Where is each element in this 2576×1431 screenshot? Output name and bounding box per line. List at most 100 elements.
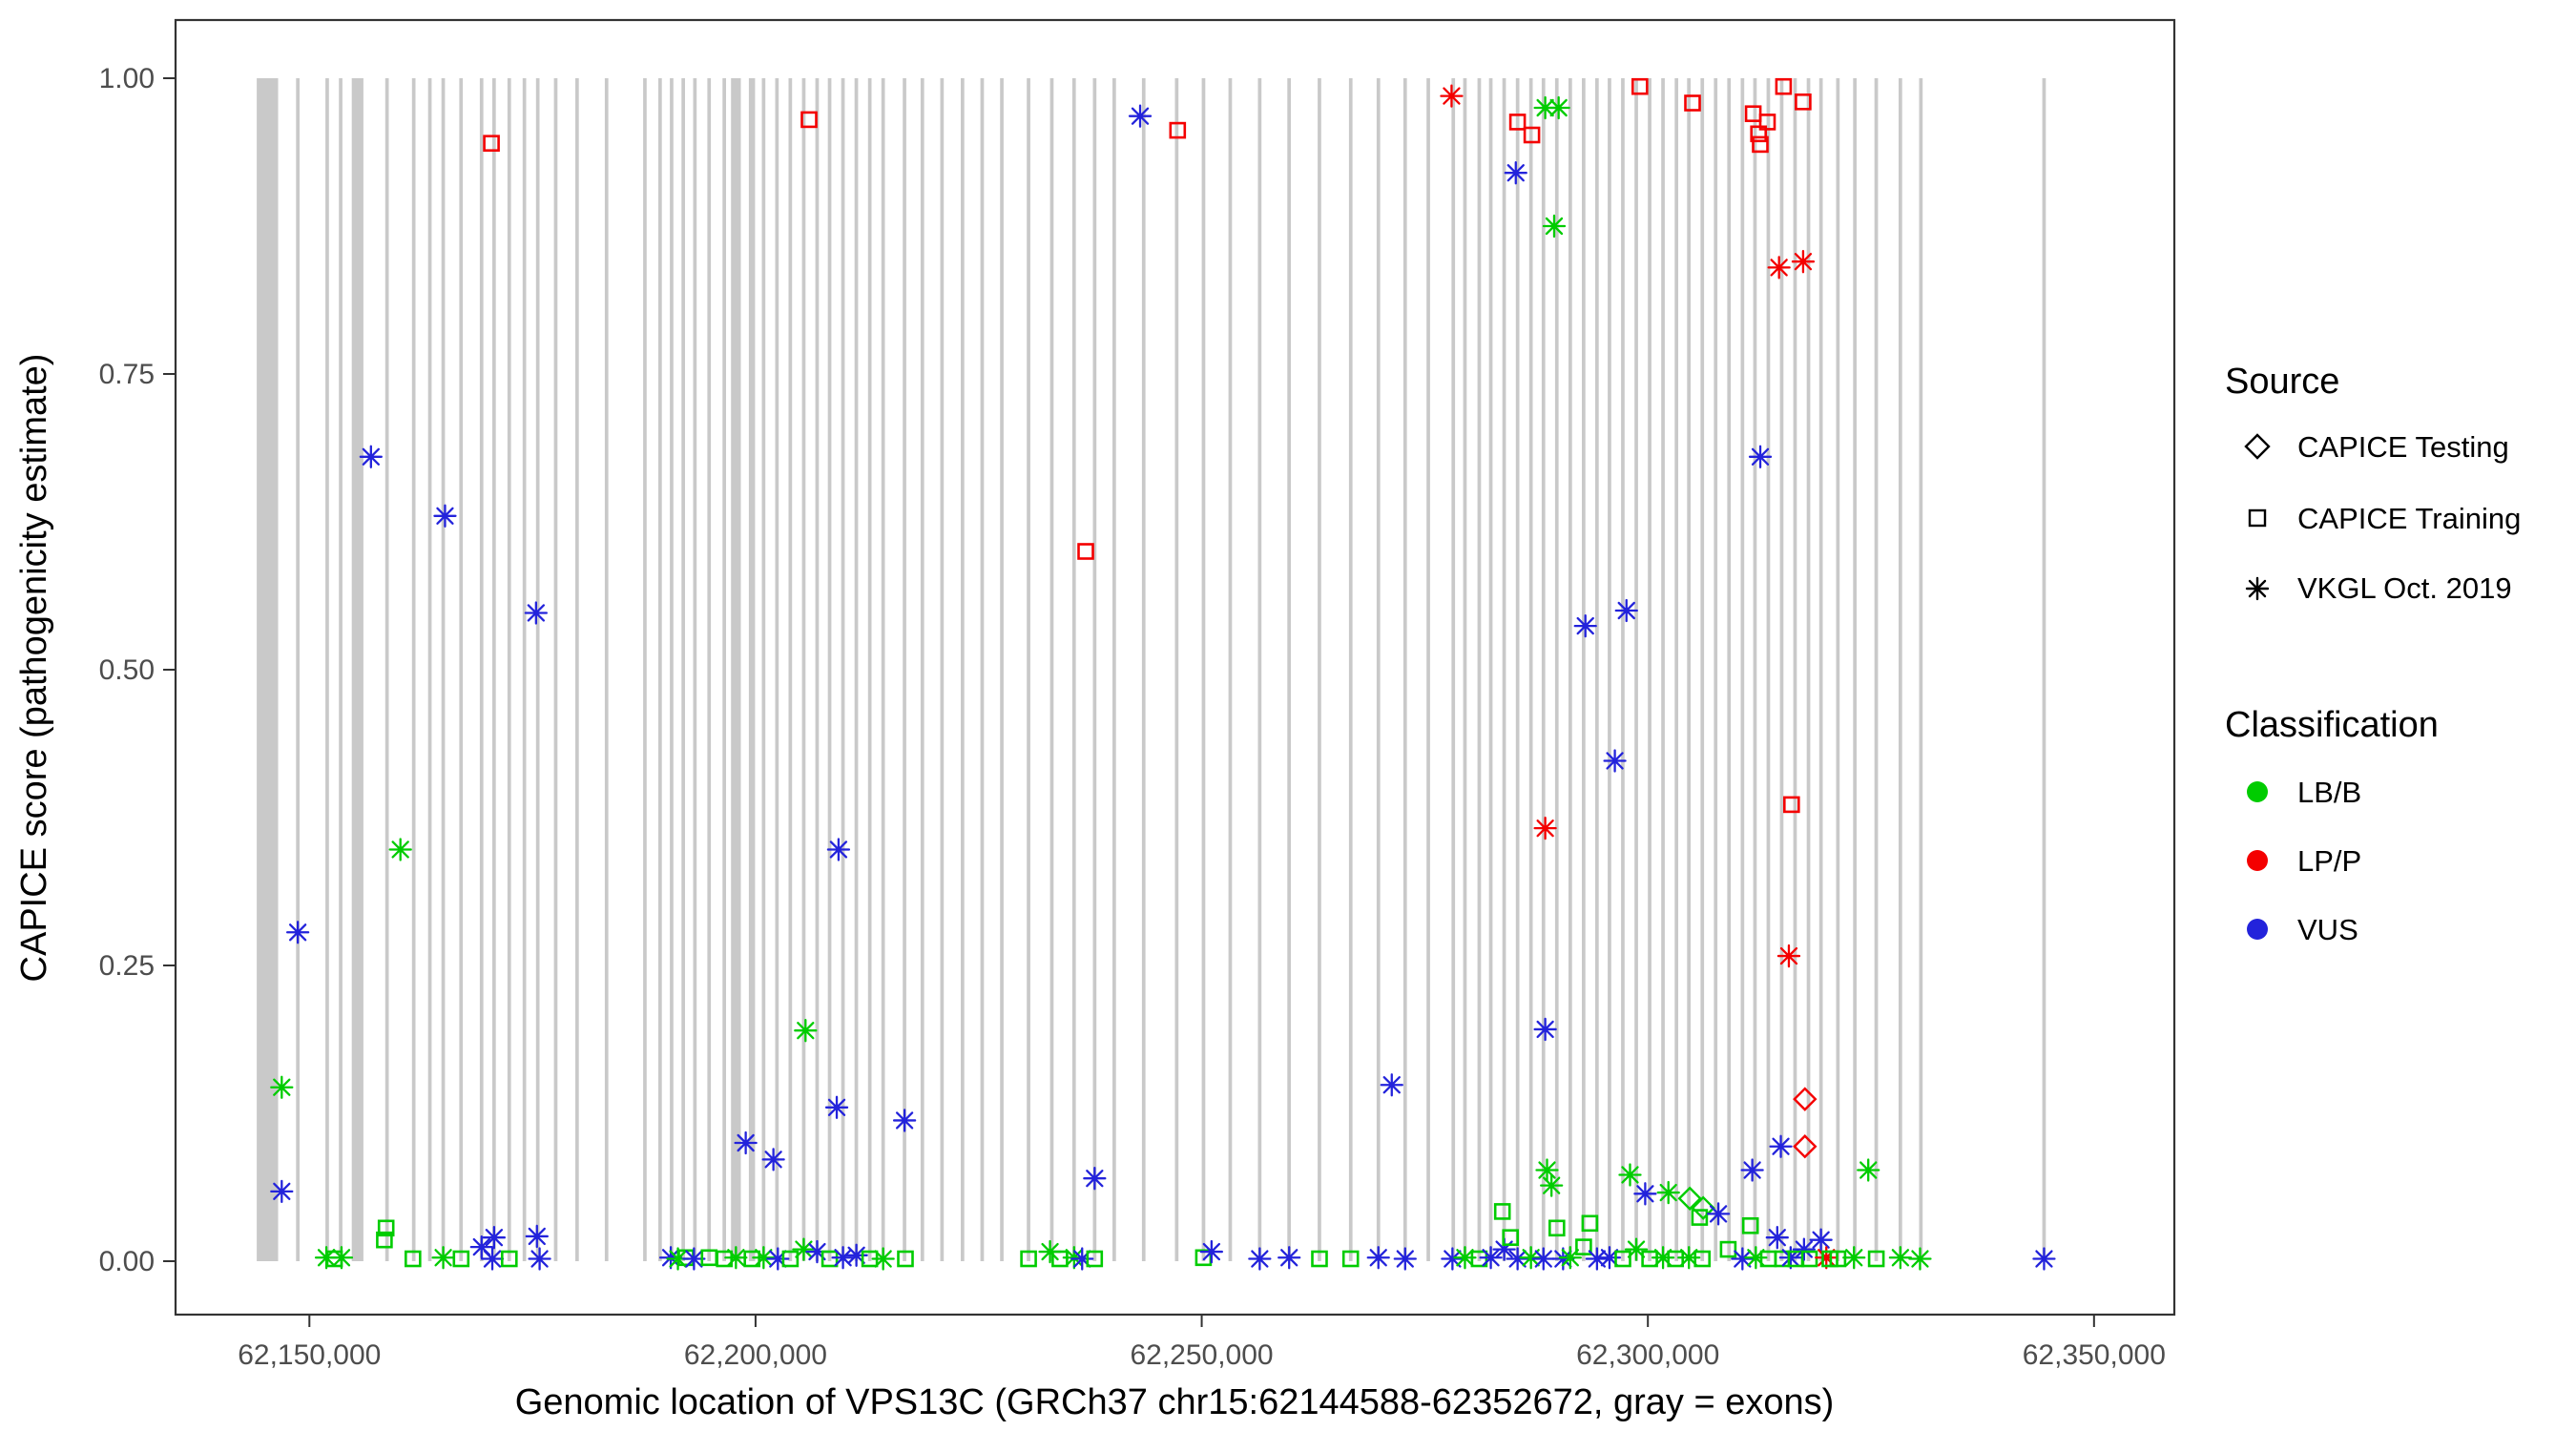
- exon-band: [903, 78, 906, 1261]
- exon-band: [1818, 78, 1823, 1261]
- data-point: VKGL Oct. 2019 / LB/B: [1062, 1246, 1086, 1270]
- data-point: VKGL Oct. 2019 / VUS: [892, 1109, 917, 1132]
- data-point: VKGL Oct. 2019 / VUS: [1603, 749, 1627, 773]
- exon-band: [604, 78, 609, 1261]
- y-tick-label: 1.00: [99, 63, 155, 94]
- data-point: VKGL Oct. 2019 / LB/B: [1651, 1246, 1675, 1270]
- data-point: CAPICE Training / LB/B: [1800, 1250, 1818, 1268]
- data-point: VKGL Oct. 2019 / VUS: [658, 1246, 683, 1270]
- data-point: CAPICE Testing / LP/P: [1793, 1134, 1818, 1159]
- exon-band: [1528, 78, 1533, 1261]
- exon-band: [775, 78, 779, 1261]
- data-point: VKGL Oct. 2019 / LP/P: [1776, 944, 1801, 968]
- exon-band: [1740, 78, 1745, 1261]
- data-point: CAPICE Training / LP/P: [1631, 77, 1649, 95]
- data-point: VKGL Oct. 2019 / VUS: [1366, 1246, 1390, 1270]
- data-point: VKGL Oct. 2019 / VUS: [1765, 1226, 1789, 1250]
- data-point: CAPICE Training / LB/B: [500, 1250, 518, 1268]
- data-point: CAPICE Training / LB/B: [716, 1250, 734, 1268]
- data-point: VKGL Oct. 2019 / LB/B: [1677, 1246, 1701, 1270]
- exon-band: [1318, 78, 1321, 1261]
- plot-panel-border: [174, 18, 2176, 1317]
- data-point: VKGL Oct. 2019 / VUS: [1070, 1247, 1094, 1271]
- exon-band: [1554, 78, 1559, 1261]
- y-tick-label: 0.25: [99, 950, 155, 982]
- asterisk-icon: [2245, 576, 2270, 601]
- data-point: VKGL Oct. 2019 / VUS: [1614, 598, 1638, 623]
- data-point: CAPICE Training / LB/B: [1581, 1214, 1599, 1233]
- exon-band: [1348, 78, 1353, 1261]
- x-tick-label: 62,200,000: [684, 1339, 827, 1371]
- data-point: CAPICE Training / LP/P: [1508, 114, 1527, 131]
- data-point: VKGL Oct. 2019 / VUS: [1778, 1246, 1802, 1270]
- legend-classification-title: Classification: [2225, 705, 2439, 745]
- data-point: VKGL Oct. 2019 / VUS: [480, 1247, 505, 1271]
- data-point: VKGL Oct. 2019 / VUS: [1573, 613, 1597, 638]
- data-point: VKGL Oct. 2019 / VUS: [1278, 1246, 1301, 1270]
- exon-band: [1753, 78, 1757, 1261]
- exon-band: [1092, 78, 1097, 1261]
- data-point: VKGL Oct. 2019 / VUS: [524, 601, 548, 625]
- data-point: CAPICE Training / LB/B: [452, 1250, 470, 1268]
- exon-band: [1621, 78, 1625, 1261]
- x-tick-label: 62,300,000: [1576, 1339, 1719, 1371]
- exon-band: [1477, 78, 1482, 1261]
- data-point: CAPICE Training / LP/P: [1758, 114, 1776, 131]
- exon-band: [1451, 78, 1456, 1261]
- data-point: VKGL Oct. 2019 / VUS: [826, 838, 851, 861]
- data-point: VKGL Oct. 2019 / VUS: [1479, 1246, 1503, 1270]
- exon-band: [1376, 78, 1381, 1261]
- data-point: VKGL Oct. 2019 / VUS: [1740, 1158, 1764, 1182]
- data-point: VKGL Oct. 2019 / LB/B: [1547, 95, 1570, 120]
- data-point: VKGL Oct. 2019 / VUS: [1633, 1182, 1657, 1206]
- exon-band: [535, 78, 540, 1261]
- data-point: VKGL Oct. 2019 / LP/P: [1815, 1246, 1839, 1270]
- data-point: CAPICE Training / LB/B: [1548, 1219, 1566, 1237]
- exon-band: [1582, 78, 1586, 1261]
- data-point: VKGL Oct. 2019 / LB/B: [1542, 214, 1567, 238]
- exon-band: [681, 78, 685, 1261]
- data-point: VKGL Oct. 2019 / VUS: [1769, 1134, 1793, 1158]
- data-point: VKGL Oct. 2019 / LB/B: [329, 1246, 354, 1270]
- y-tick-label: 0.00: [99, 1246, 155, 1277]
- exon-band: [1608, 78, 1611, 1261]
- data-point: VKGL Oct. 2019 / VUS: [270, 1179, 294, 1203]
- exon-band: [867, 78, 872, 1261]
- data-points-layer: CAPICE Training / LP/P CAPICE Training / …: [270, 77, 2056, 1271]
- exon-band: [1000, 78, 1004, 1261]
- legend-source-title: Source: [2225, 362, 2339, 402]
- exon-band: [815, 78, 820, 1261]
- exon-band: [1568, 78, 1572, 1261]
- exon-band: [920, 78, 924, 1261]
- exon-band: [492, 78, 496, 1261]
- exon-band: [940, 78, 945, 1261]
- exon-band: [427, 78, 432, 1261]
- data-point: CAPICE Training / LB/B: [821, 1250, 839, 1268]
- data-point: CAPICE Training / LB/B: [1614, 1250, 1631, 1268]
- exon-band: [1515, 78, 1520, 1261]
- exon-band: [1027, 78, 1030, 1261]
- data-point: VKGL Oct. 2019 / LB/B: [270, 1075, 294, 1099]
- data-point: VKGL Oct. 2019 / LB/B: [724, 1246, 748, 1270]
- data-point: VKGL Oct. 2019 / LB/B: [1744, 1246, 1768, 1270]
- exon-band: [1228, 78, 1233, 1261]
- exon-band: [1853, 78, 1857, 1261]
- legend-item-lpp: LP/P: [2297, 844, 2361, 878]
- data-point: VKGL Oct. 2019 / VUS: [1083, 1167, 1107, 1191]
- data-point: VKGL Oct. 2019 / LP/P: [1533, 817, 1557, 840]
- data-point: VKGL Oct. 2019 / VUS: [1597, 1246, 1622, 1270]
- data-point: CAPICE Training / LB/B: [1086, 1250, 1104, 1268]
- data-point: VKGL Oct. 2019 / VUS: [482, 1226, 507, 1250]
- exon-band: [748, 78, 756, 1261]
- exon-band: [1766, 78, 1771, 1261]
- legend-item-vus: VUS: [2297, 913, 2358, 946]
- exon-band: [1874, 78, 1879, 1261]
- exon-band: [980, 78, 985, 1261]
- data-point: VKGL Oct. 2019 / VUS: [2032, 1247, 2056, 1271]
- data-point: CAPICE Training / LB/B: [1719, 1240, 1737, 1258]
- data-point: VKGL Oct. 2019 / VUS: [766, 1247, 790, 1271]
- exon-band: [1502, 78, 1506, 1261]
- exon-band: [841, 78, 845, 1261]
- data-point: VKGL Oct. 2019 / VUS: [1128, 104, 1153, 128]
- data-point: VKGL Oct. 2019 / VUS: [1551, 1247, 1575, 1271]
